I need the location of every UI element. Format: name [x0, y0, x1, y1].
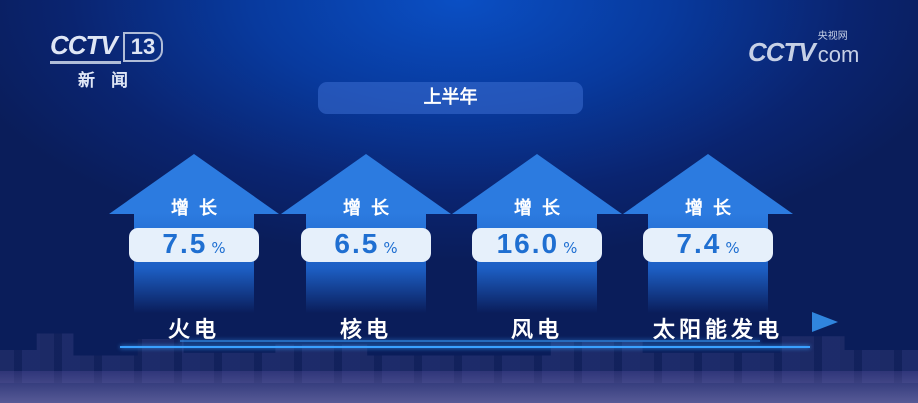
period-title: 上半年: [318, 82, 583, 114]
growth-arrow: 增长 16.0%: [452, 154, 622, 314]
category-label: 火电: [167, 318, 220, 343]
growth-value-pill: 7.5%: [129, 228, 259, 262]
growth-label: 增长: [171, 198, 227, 219]
category-label: 核电: [339, 318, 392, 343]
logo-suffix: com: [817, 42, 860, 67]
category-label: 风电: [510, 318, 563, 343]
growth-arrow: 增长 7.5%: [109, 154, 279, 314]
category-label: 太阳能发电: [652, 318, 783, 343]
growth-label: 增长: [343, 198, 399, 219]
growth-value: 7.4: [676, 228, 722, 259]
growth-value-pill: 6.5%: [301, 228, 431, 262]
growth-value: 16.0: [496, 228, 560, 259]
logo-brand: CCTV: [50, 30, 121, 64]
floor-glow: [0, 371, 918, 403]
growth-value-pill: 16.0%: [472, 228, 602, 262]
growth-label: 增长: [685, 198, 741, 219]
logo-brand: CCTV: [748, 37, 816, 67]
timeline-line: [180, 340, 760, 342]
logo-subtitle: 新闻: [78, 71, 144, 91]
growth-label: 增长: [514, 198, 570, 219]
logo-channel: 13: [122, 32, 164, 62]
cctv13-logo: CCTV 13 新闻: [50, 30, 164, 91]
cctv-com-logo: CCTV 央视网 com: [748, 32, 859, 68]
growth-arrow: 增长 6.5%: [281, 154, 451, 314]
growth-unit: %: [725, 239, 740, 257]
timeline-line: [120, 346, 810, 348]
growth-unit: %: [563, 239, 578, 257]
growth-value: 7.5: [162, 228, 208, 259]
growth-unit: %: [211, 239, 226, 257]
logo-cn: 央视网: [817, 31, 848, 42]
play-triangle-icon: [812, 312, 838, 332]
growth-unit: %: [383, 239, 398, 257]
growth-value: 6.5: [334, 228, 380, 259]
growth-value-pill: 7.4%: [643, 228, 773, 262]
growth-arrow: 增长 7.4%: [623, 154, 793, 314]
